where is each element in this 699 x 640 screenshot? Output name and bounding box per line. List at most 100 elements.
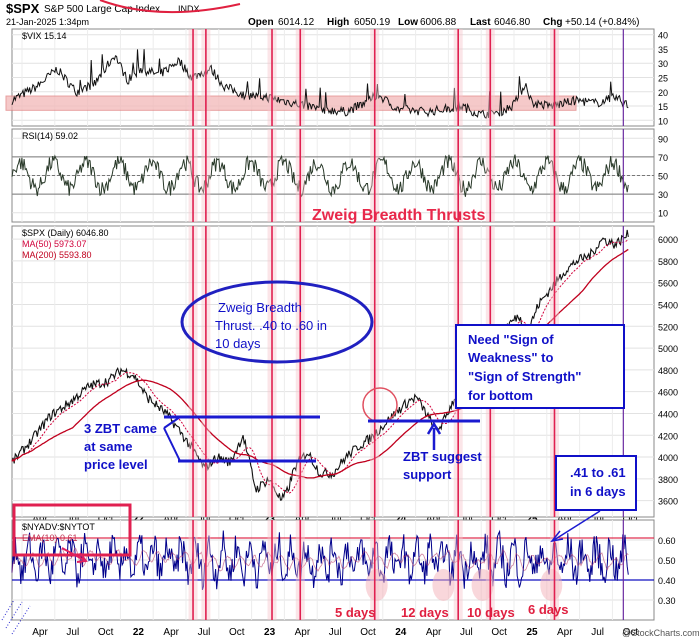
quote-open: 6014.12 (278, 17, 315, 28)
six-days-text: .41 to .61 in 6 days (570, 465, 629, 499)
support-arrow (426, 421, 442, 450)
x-tick-label: Oct (98, 627, 114, 638)
six-days-frame (555, 455, 637, 511)
x-tick-label: Jul (66, 627, 79, 638)
quote-chg: +50.14 (+0.84%) (565, 17, 640, 28)
chart-title: Zweig Breadth Thrusts (312, 207, 485, 224)
panels: 40 35 30 25 20 15 10 $VIX 15.14 90 70 50 30 10 RSI(14… (5, 28, 678, 621)
y-tick-label: 3800 (658, 475, 678, 485)
y-tick-label: 0.30 (658, 596, 676, 606)
x-tick-label: Jul (198, 627, 211, 638)
y-tick-label: 6000 (658, 235, 678, 245)
panel-rsi: 90 70 50 30 10 RSI(14) 59.02 (11, 128, 668, 223)
ma50-line (11, 239, 629, 494)
zbt-box-line: 10 days (215, 336, 261, 351)
quote-high-label: High (327, 17, 349, 28)
zbt-support-line: support (403, 467, 452, 482)
y-tick-label: 40 (658, 31, 668, 41)
x-tick-label: Jul (591, 627, 604, 638)
zbt-box-ellipse (180, 280, 374, 364)
need-sign-line: Need "Sign of (468, 332, 554, 347)
count-6-days: 6 days (528, 602, 568, 617)
quote-open-label: Open (248, 17, 274, 28)
y-tick-label: 25 (658, 74, 668, 84)
quote-low-label: Low (398, 17, 418, 28)
legend-label: RSI(14) 59.02 (22, 131, 78, 141)
x-tick-label: Oct (360, 627, 376, 638)
legend-label: $VIX 15.14 (22, 31, 67, 41)
header-quote: Open 6014.12 High 6050.19 Low 6006.88 La… (248, 17, 640, 28)
legend-label: $SPX (Daily) 6046.80 (22, 228, 109, 238)
count-12-days: 12 days (401, 605, 449, 620)
legend-label: MA(200) 5593.80 (22, 250, 92, 260)
y-tick-label: 4400 (658, 409, 678, 419)
y-tick-label: 10 (658, 209, 668, 219)
x-tick-label: Oct (491, 627, 507, 638)
y-tick-label: 3600 (658, 497, 678, 507)
three-zbt-text: 3 ZBT came at same price level (84, 421, 161, 472)
series-line (11, 529, 629, 590)
zbt-marker (540, 569, 563, 601)
zbt-marker (432, 569, 455, 601)
y-tick-label: 5000 (658, 344, 678, 354)
y-tick-label: 0.40 (658, 576, 676, 586)
header-date: 21-Jan-2025 1:34pm (6, 17, 89, 27)
six-days-line: .41 to .61 (570, 465, 626, 480)
y-tick-label: 0.50 (658, 556, 676, 566)
x-tick-label: 24 (395, 627, 407, 638)
count-10-days: 10 days (467, 605, 515, 620)
y-tick-label: 5800 (658, 257, 678, 267)
y-tick-label: 50 (658, 172, 668, 182)
zbt-box-line: Thrust. .40 to .60 in (215, 318, 327, 333)
x-tick-label: Oct (229, 627, 245, 638)
six-days-box: .41 to .61 in 6 days (550, 455, 637, 543)
legend-label: $NYADV:$NYTOT (22, 522, 95, 532)
x-tick-label: 25 (526, 627, 538, 638)
quote-last: 6046.80 (494, 17, 531, 28)
need-sign-box: Need "Sign of Weakness" to "Sign of Stre… (455, 324, 625, 409)
vix-band (5, 95, 577, 111)
zbt-support-text: ZBT suggest support (403, 449, 485, 482)
x-tick-label: Oct (623, 627, 639, 638)
y-tick-label: 20 (658, 88, 668, 98)
six-days-arrow (550, 510, 601, 543)
need-sign-line: "Sign of Strength" (468, 369, 581, 384)
zbt-marker (471, 569, 494, 601)
x-tick-label: 22 (133, 627, 145, 638)
y-tick-label: 4800 (658, 366, 678, 376)
zbt-support-line: ZBT suggest (403, 449, 482, 464)
y-tick-label: 15 (658, 102, 668, 112)
three-zbt-line: at same (84, 439, 132, 454)
zbt-box: Zweig Breadth Thrust. .40 to .60 in 10 d… (180, 280, 374, 364)
zbt-support-annotation: ZBT suggest support (362, 387, 485, 482)
quote-last-label: Last (470, 17, 491, 28)
x-tick-label: Apr (32, 627, 48, 638)
breadth-legend-frame (12, 503, 132, 557)
legend-label: EMA(10) 0.61 (22, 533, 78, 543)
legend-label: MA(50) 5973.07 (22, 239, 87, 249)
bracket-arrow (163, 416, 181, 462)
x-tick-label: Jul (460, 627, 473, 638)
y-tick-label: 4600 (658, 388, 678, 398)
y-tick-label: 10 (658, 116, 668, 126)
red-loop-mark (99, 0, 241, 14)
y-tick-label: 35 (658, 45, 668, 55)
day-counts: 5 days 12 days 10 days 6 days (335, 602, 568, 620)
zbt-box-line: Zweig Breadth (218, 300, 302, 315)
series-line (11, 49, 629, 119)
y-tick-label: 4000 (658, 453, 678, 463)
x-tick-label: Apr (557, 627, 573, 638)
three-zbt-annotation: 3 ZBT came at same price level (84, 415, 320, 472)
x-tick-label: 23 (264, 627, 276, 638)
y-tick-label: 5600 (658, 279, 678, 289)
x-tick-label: Apr (163, 627, 179, 638)
x-tick-label: Apr (426, 627, 442, 638)
three-zbt-line: price level (84, 457, 148, 472)
y-tick-label: 30 (658, 190, 668, 200)
dotted-scribble (1, 599, 31, 635)
series-line (11, 154, 629, 198)
need-sign-frame (455, 324, 625, 409)
y-tick-label: 90 (658, 134, 668, 144)
